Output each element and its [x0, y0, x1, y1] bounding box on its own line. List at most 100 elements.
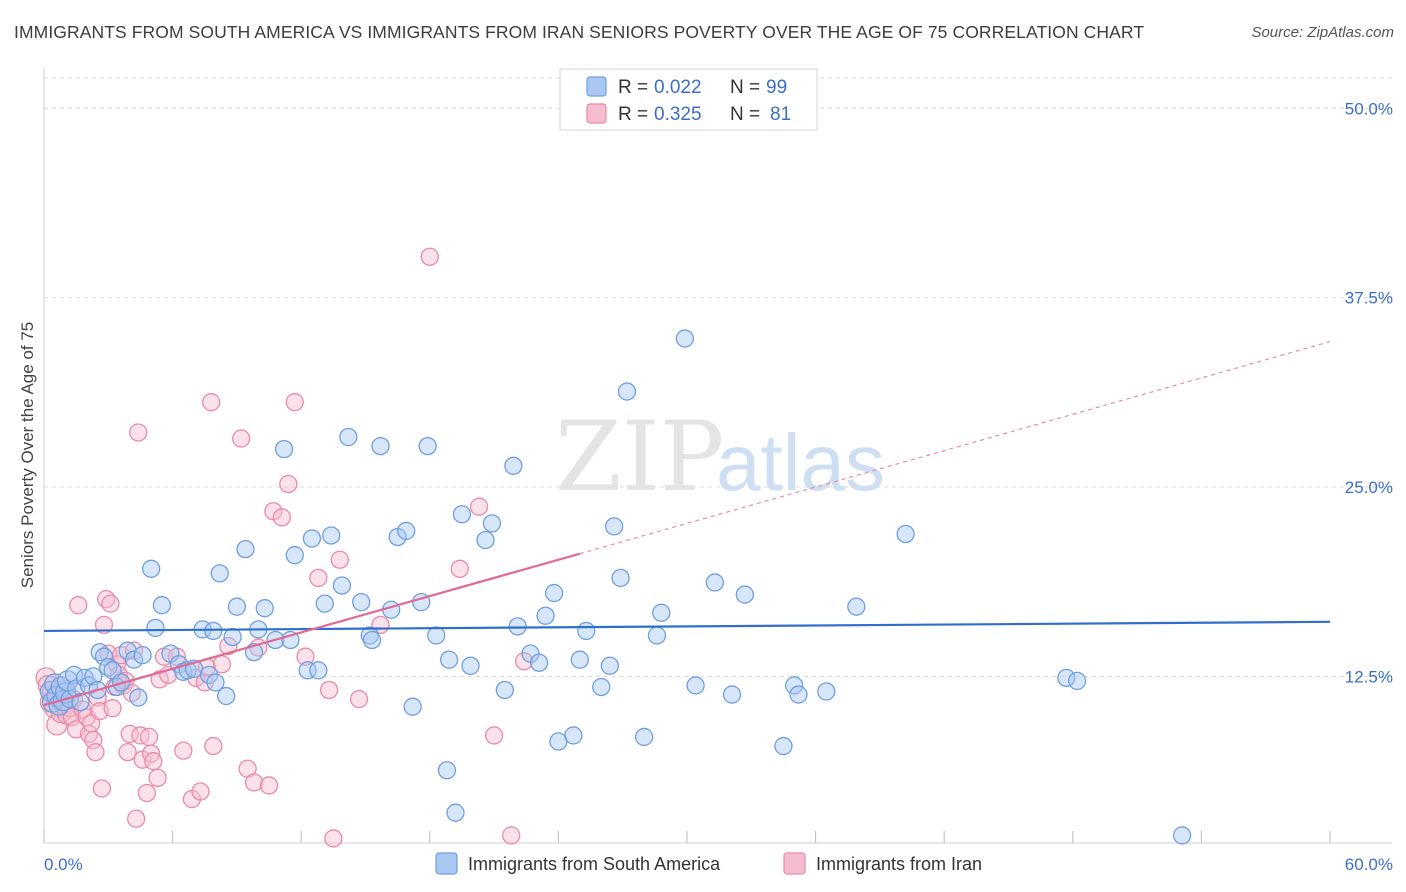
- trend-lines: [43, 341, 1331, 707]
- points-blue-point-78: [508, 617, 527, 636]
- legend-n-label-1: N =: [730, 77, 760, 98]
- points-blue-point-102: [789, 685, 808, 704]
- points-blue-point-42: [227, 597, 247, 616]
- points-pink-point-84: [514, 652, 534, 671]
- chart-title: IMMIGRANTS FROM SOUTH AMERICA VS IMMIGRA…: [14, 22, 1145, 42]
- points-blue-point-55: [322, 526, 341, 545]
- points-pink-point-74: [319, 680, 339, 700]
- legend-r-value-2: 0.325: [654, 104, 702, 125]
- points-blue-point-87: [592, 677, 611, 697]
- points-blue-point-52: [302, 529, 322, 548]
- points-blue-point-29: [152, 596, 172, 615]
- points-blue-point-53: [309, 661, 328, 680]
- points-pink-point-41: [129, 423, 148, 442]
- points-blue-point-28: [146, 618, 165, 638]
- series-legend-label-iran: Immigrants from Iran: [816, 854, 982, 874]
- points-blue-point-90: [611, 568, 630, 588]
- y-tick-label-1: 25.0%: [1345, 478, 1393, 497]
- points-pink-point-72: [296, 647, 315, 666]
- series-legend-swatch-south-america: [435, 852, 458, 875]
- points-pink-point-67: [259, 776, 279, 795]
- legend-swatch-south-america: [586, 76, 607, 97]
- points-pink-point-44: [137, 783, 157, 803]
- legend-r-label-2: R =: [618, 104, 648, 125]
- source-label: Source: ZipAtlas.com: [1251, 24, 1394, 41]
- points-blue-point-50: [285, 546, 304, 565]
- points-blue-point-100: [774, 736, 793, 756]
- points-pink-point-25: [94, 615, 114, 635]
- points-blue-point-65: [403, 697, 422, 716]
- points-blue-point-70: [439, 650, 459, 669]
- points-blue-point-18: [94, 647, 114, 666]
- points-pink-point-53: [174, 741, 193, 760]
- points-blue-point-48: [274, 439, 294, 459]
- points-blue-point-97: [705, 573, 725, 592]
- points-blue-point-96: [686, 676, 705, 695]
- points-pink-point-71: [285, 393, 304, 412]
- points-blue-point-82: [544, 583, 564, 603]
- points-blue-point-107: [1067, 671, 1087, 691]
- legend-n-value-2: 81: [770, 104, 791, 125]
- watermark-atlas: atlas: [716, 418, 885, 507]
- points-blue-point-51: [298, 661, 317, 680]
- points-pink-point-69: [272, 508, 292, 527]
- points-pink-point-29: [103, 699, 122, 718]
- points-blue-point-60: [362, 630, 382, 650]
- points-pink-point-62: [219, 636, 238, 656]
- points-blue-point-58: [352, 592, 371, 612]
- points-blue-point-89: [604, 517, 624, 536]
- points-blue-point-69: [437, 761, 457, 780]
- points-blue-point-27: [142, 559, 161, 578]
- legend-swatch-iran: [586, 103, 607, 124]
- points-pink-point-83: [502, 826, 521, 845]
- trend-line-south-america: [43, 620, 1331, 633]
- points-pink-point-76: [330, 550, 349, 569]
- legend-r-value-1: 0.022: [654, 77, 702, 98]
- points-pink-point-59: [202, 393, 221, 412]
- points-blue-point-64: [397, 521, 416, 541]
- points-pink-point-28: [101, 594, 120, 613]
- series-legend-label-south-america: Immigrants from South America: [468, 854, 721, 874]
- points-blue-point-39: [210, 564, 229, 583]
- points-blue-point-67: [418, 436, 437, 456]
- watermark-zip: ZIP: [555, 401, 724, 513]
- points-blue-point-12: [71, 692, 90, 712]
- points-pink-point-77: [349, 689, 369, 709]
- points-blue-point-73: [461, 656, 480, 675]
- series-legend-swatch-iran: [783, 852, 806, 875]
- watermark: ZIP atlas: [555, 401, 885, 513]
- points-blue-point-101: [785, 676, 804, 695]
- y-axis-title: Seniors Poverty Over the Age of 75: [18, 322, 37, 588]
- points-pink-point-47: [144, 752, 163, 771]
- points-blue-point-68: [427, 626, 446, 645]
- x-tick-label-0: 0.0%: [44, 855, 83, 874]
- points-blue-point-104: [847, 597, 866, 616]
- points-pink-point-70: [279, 474, 298, 494]
- points-blue-point-37: [204, 621, 223, 641]
- y-tick-labels: 12.5% 25.0% 37.5% 50.0%: [1345, 99, 1393, 686]
- points-pink-point-48: [148, 768, 167, 788]
- points-pink-point-63: [232, 429, 251, 448]
- points-blue-point-72: [452, 505, 472, 524]
- points-blue-point-108: [1172, 826, 1192, 845]
- iran-points: [35, 247, 534, 848]
- points-blue-point-85: [570, 650, 589, 669]
- points-pink-point-82: [484, 726, 504, 745]
- points-pink-point-65: [244, 773, 264, 792]
- points-blue-point-105: [896, 524, 915, 544]
- points-blue-point-14: [79, 676, 99, 695]
- points-blue-point-81: [536, 606, 555, 625]
- series-legend: Immigrants from South America Immigrants…: [435, 852, 982, 875]
- points-pink-point-75: [324, 829, 343, 848]
- points-blue-point-54: [315, 594, 334, 613]
- points-blue-point-99: [735, 585, 755, 604]
- legend-n-label-2: N =: [730, 104, 760, 125]
- points-blue-point-41: [223, 627, 242, 647]
- points-blue-point-84: [564, 726, 583, 745]
- points-pink-point-21: [86, 742, 105, 762]
- points-blue-point-15: [84, 667, 103, 686]
- points-blue-point-88: [600, 656, 619, 675]
- points-pink-point-73: [309, 568, 328, 588]
- points-blue-point-91: [617, 382, 637, 401]
- points-blue-point-77: [504, 456, 523, 475]
